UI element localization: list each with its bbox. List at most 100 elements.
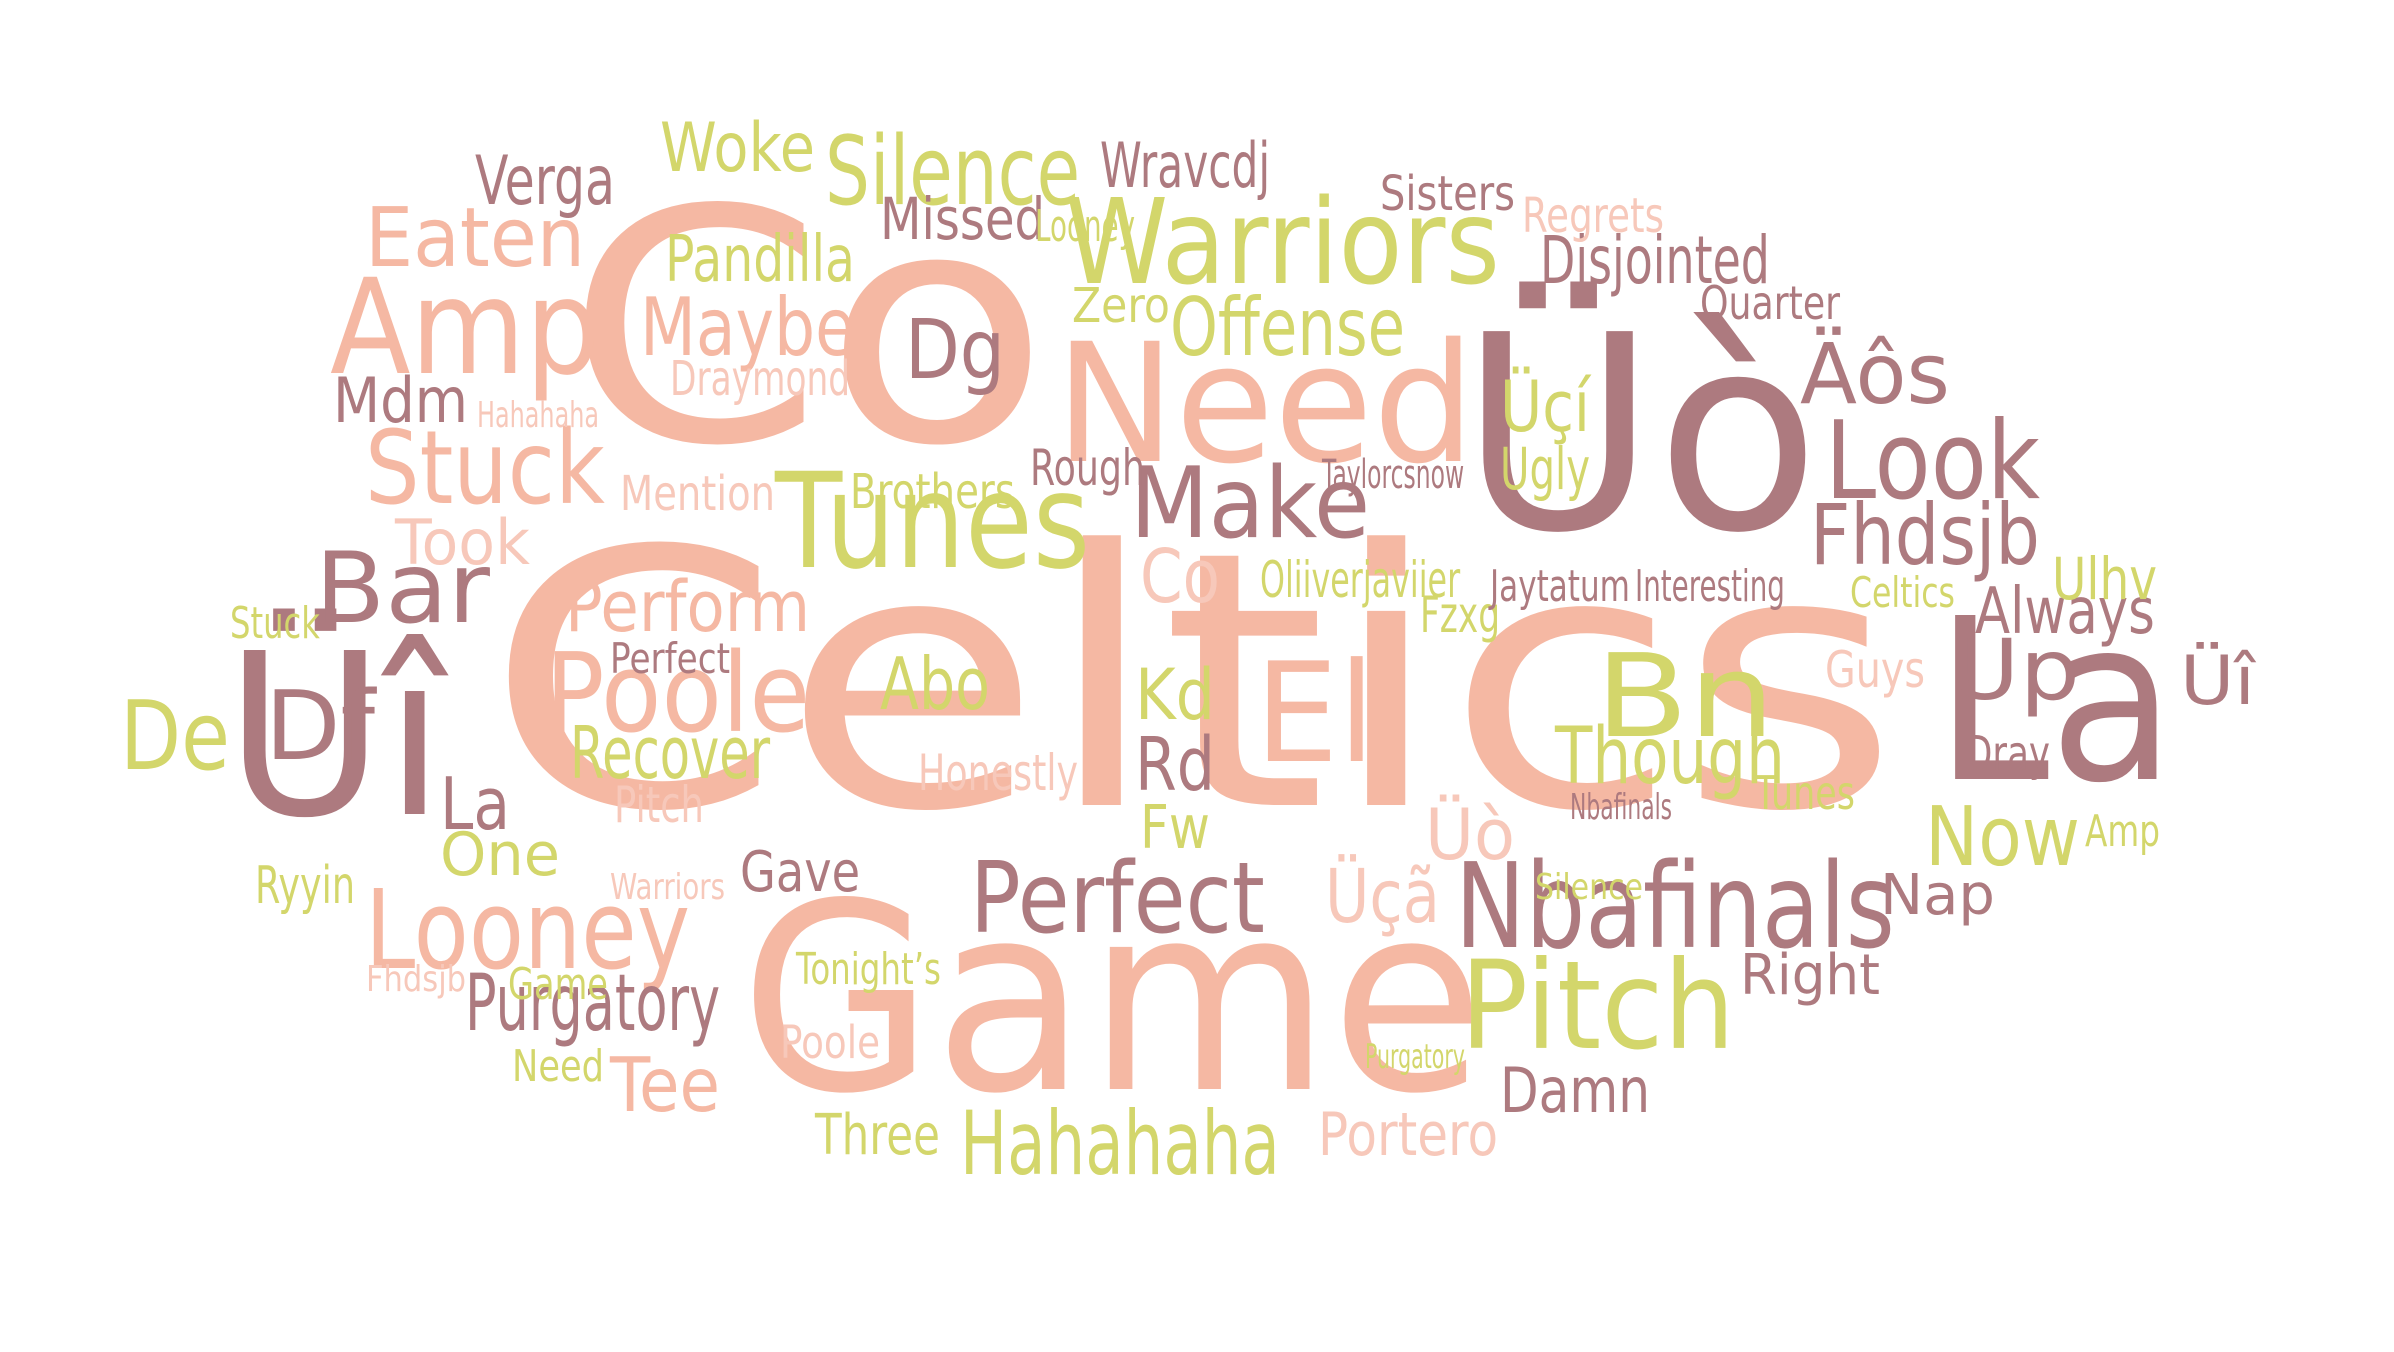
cloud-word: Three	[815, 1103, 940, 1168]
cloud-word: Maybe	[640, 281, 855, 374]
cloud-word: Purgatory	[465, 959, 721, 1049]
cloud-word: Poole	[780, 1016, 881, 1069]
cloud-word: Rough	[1030, 439, 1146, 497]
cloud-word: Mention	[620, 466, 776, 522]
cloud-word: Tunes	[775, 445, 1091, 599]
cloud-word: Up	[1950, 621, 2080, 719]
cloud-word: Rd	[1135, 722, 1215, 808]
cloud-word: Offense	[1170, 281, 1406, 374]
cloud-word: Need	[512, 1041, 604, 1092]
cloud-word: Stuck	[365, 409, 605, 528]
cloud-word: Took	[395, 506, 530, 579]
cloud-word: Tunes	[1755, 766, 1855, 820]
cloud-word: Warriors	[610, 867, 725, 908]
cloud-word: Disjointed	[1540, 222, 1770, 299]
cloud-word: Honestly	[918, 744, 1079, 802]
cloud-word: Dray	[1965, 726, 2050, 782]
cloud-word: Look	[1825, 399, 2041, 524]
cloud-word: Pitch	[614, 776, 704, 834]
cloud-word: Quarter	[1700, 276, 1841, 330]
cloud-word: Fw	[1140, 793, 1210, 863]
cloud-word: Amp	[330, 251, 600, 405]
cloud-word: De	[120, 682, 231, 792]
cloud-word: Hahahaha	[477, 395, 600, 436]
cloud-word: Need	[1055, 308, 1475, 500]
cloud-word: Recover	[570, 711, 771, 795]
cloud-word: Hahahaha	[960, 1092, 1280, 1195]
cloud-word: Celtics	[485, 475, 1900, 889]
cloud-word: Looney	[365, 866, 691, 994]
cloud-word: Ryyin	[255, 856, 356, 916]
cloud-word: Make	[1130, 447, 1371, 561]
cloud-word: Sisters	[1380, 166, 1516, 222]
cloud-word: Brothers	[850, 464, 1016, 520]
cloud-word: Oliiverjaviier	[1260, 551, 1461, 609]
cloud-word: Dg	[905, 303, 1005, 398]
cloud-word: Verga	[475, 142, 615, 221]
cloud-word: Perfect	[970, 842, 1265, 956]
cloud-word: Jaytatum	[1490, 561, 1630, 612]
cloud-word: Nbafinals	[1455, 837, 1895, 975]
cloud-word: Taylorcsnow	[1322, 452, 1465, 498]
cloud-word: Perfect	[610, 634, 731, 683]
cloud-word: Äôs	[1800, 325, 1950, 423]
cloud-word: Zero	[1072, 278, 1170, 334]
cloud-word: Fhdsjb	[1810, 486, 2040, 584]
cloud-word: Ugly	[1500, 435, 1591, 503]
cloud-word: Üò	[1460, 277, 1820, 592]
cloud-word: Üî	[2180, 642, 2255, 721]
cloud-word: Regrets	[1522, 188, 1665, 244]
cloud-word: Woke	[660, 109, 816, 188]
cloud-word: Stuck	[230, 598, 320, 649]
cloud-word: Game	[740, 849, 1485, 1151]
cloud-word: Bar	[315, 532, 490, 646]
cloud-word: Portero	[1318, 1100, 1499, 1170]
cloud-word: Perform	[565, 566, 811, 648]
cloud-word: Always	[1975, 575, 2155, 649]
cloud-word: Gave	[740, 840, 861, 905]
cloud-word: Co	[565, 141, 1051, 516]
cloud-word: Üçã	[1325, 854, 1440, 940]
cloud-word: Celtics	[1850, 568, 1955, 617]
cloud-word: Kd	[1135, 654, 1216, 736]
cloud-word: Guys	[1825, 641, 1925, 699]
cloud-word: Purgatory	[1365, 1037, 1465, 1077]
cloud-word: Nap	[1880, 863, 1996, 928]
cloud-word: Eaten	[365, 191, 586, 286]
cloud-word: Though	[1555, 712, 1785, 802]
cloud-word: Fzxg	[1420, 586, 1501, 644]
cloud-word: Df	[265, 672, 376, 782]
cloud-word: Wravcdj	[1100, 129, 1271, 202]
cloud-word: Üò	[1425, 794, 1516, 876]
cloud-word: Tonight’s	[796, 944, 941, 995]
cloud-word: Looney	[1035, 201, 1136, 252]
cloud-word: Now	[1925, 790, 2081, 885]
cloud-word: Game	[508, 959, 608, 1010]
cloud-word: One	[440, 820, 560, 890]
cloud-word: La	[1935, 571, 2176, 833]
cloud-word: Missed	[880, 185, 1046, 253]
cloud-word: Warriors	[1065, 173, 1500, 311]
cloud-word: Right	[1740, 943, 1880, 1008]
cloud-word: Üçí	[1500, 366, 1590, 448]
cloud-word: Damn	[1500, 1054, 1651, 1127]
cloud-word: Abo	[880, 642, 990, 726]
cloud-word: Tee	[610, 1041, 721, 1129]
cloud-word: Mdm	[333, 364, 469, 437]
cloud-word: La	[440, 762, 510, 846]
cloud-word: Interesting	[1635, 561, 1785, 612]
cloud-word: Draymond	[670, 351, 851, 407]
cloud-word: Silence	[825, 117, 1081, 227]
cloud-word: Fhdsjb	[366, 959, 467, 1000]
cloud-word: El	[1255, 633, 1376, 794]
cloud-word: Bn	[1595, 630, 1776, 764]
cloud-word: Nbafinals	[1570, 787, 1673, 828]
cloud-word: Ulhv	[2052, 545, 2158, 613]
cloud-word: Silence	[1535, 867, 1643, 908]
cloud-word: Pandilla	[665, 223, 855, 297]
cloud-word: Amp	[2085, 806, 2160, 857]
cloud-word: Co	[1140, 534, 1220, 620]
cloud-word: Üî	[225, 606, 445, 868]
cloud-word: Poole	[545, 629, 811, 757]
